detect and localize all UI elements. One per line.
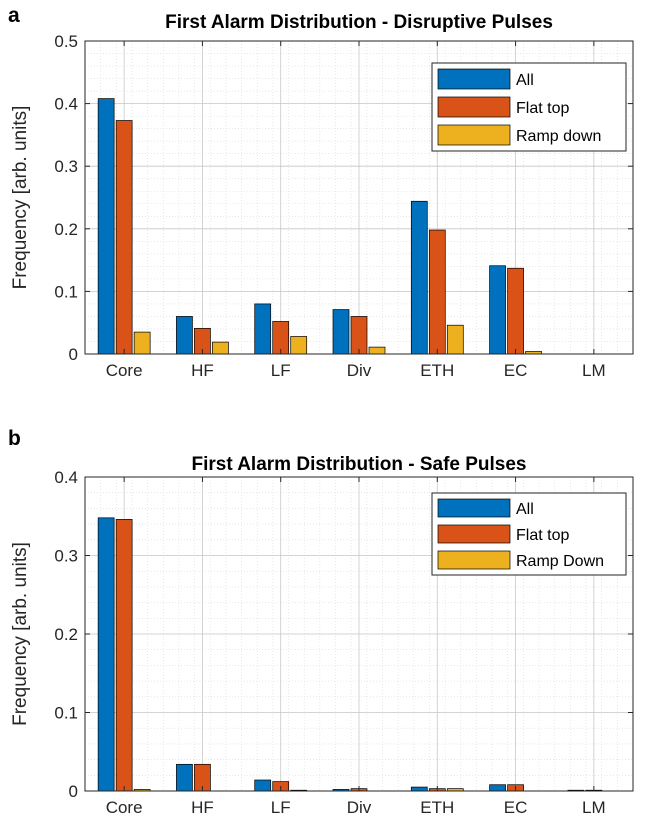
y-axis-label: Frequency [arb. units] (10, 542, 31, 726)
legend-swatch (437, 124, 511, 146)
bar-all-ec (489, 265, 506, 355)
chart-title: First Alarm Distribution - Disruptive Pu… (165, 12, 553, 33)
legend-swatch (437, 68, 511, 90)
legend-label: All (516, 72, 534, 89)
bar-all-hf (176, 316, 193, 355)
y-tick-label: 0.4 (54, 468, 78, 487)
bar-all-lf (254, 779, 272, 792)
x-tick-label-ec: EC (504, 798, 528, 817)
bar-ramp-down-eth (446, 324, 464, 355)
chart-panel-b: 0 0.1 0.2 0.3 0.4 Core HF LF Div ETH EC LM First Ala… (8, 427, 634, 817)
y-tick-label: 0.2 (54, 625, 78, 644)
bar-all-ec (489, 784, 506, 792)
bar-ramp-down-hf (212, 341, 229, 355)
bar-all-div (332, 309, 350, 355)
bar-flat-top-ec (507, 267, 524, 355)
bar-ramp-down-core (133, 331, 151, 355)
legend-swatch (437, 96, 511, 118)
legend-swatch (437, 524, 511, 544)
x-tick-label-lm: LM (582, 361, 606, 380)
bar-all-core (97, 98, 115, 355)
panel-label: b (8, 427, 21, 450)
y-tick-label: 0.2 (54, 220, 78, 239)
x-tick-label-ec: EC (504, 361, 528, 380)
x-tick-label-lm: LM (582, 798, 606, 817)
y-tick-label: 0 (69, 345, 78, 364)
bar-flat-top-eth (428, 229, 446, 355)
x-tick-label-lf: LF (271, 798, 291, 817)
legend-label: Ramp Down (516, 553, 604, 570)
x-tick-label-eth: ETH (420, 798, 454, 817)
chart-panel-a: 0 0.1 0.2 0.3 0.4 0.5 Core HF LF Div ETH EC LM First … (8, 4, 634, 380)
y-tick-label: 0 (69, 782, 78, 801)
bar-ramp-down-div (368, 346, 386, 355)
y-tick-label: 0.1 (54, 282, 78, 301)
x-tick-label-hf: HF (191, 361, 214, 380)
x-tick-label-hf: HF (191, 798, 214, 817)
x-tick-label-div: Div (347, 798, 372, 817)
legend-label: Flat top (516, 100, 569, 117)
chart-title: First Alarm Distribution - Safe Pulses (191, 454, 526, 475)
legend-label: All (516, 501, 534, 518)
panel-label: a (8, 4, 20, 27)
y-tick-label: 0.1 (54, 704, 78, 723)
bar-all-eth (410, 786, 428, 792)
legend-label: Flat top (516, 527, 569, 544)
x-tick-label-lf: LF (271, 361, 291, 380)
y-tick-label: 0.5 (54, 32, 78, 51)
x-tick-label-core: Core (106, 798, 143, 817)
bar-all-lf (254, 303, 272, 355)
y-axis-label: Frequency [arb. units] (10, 106, 31, 290)
y-tick-label: 0.3 (54, 157, 78, 176)
bar-flat-top-core (115, 519, 133, 792)
bar-flat-top-core (115, 120, 133, 355)
x-tick-label-eth: ETH (420, 361, 454, 380)
x-tick-label-core: Core (106, 361, 143, 380)
bar-all-hf (176, 763, 193, 792)
bar-all-eth (410, 200, 428, 355)
x-tick-label-div: Div (347, 361, 372, 380)
bar-all-core (97, 517, 115, 792)
y-tick-label: 0.3 (54, 547, 78, 566)
legend-label: Ramp down (516, 128, 601, 145)
legend-swatch (437, 498, 511, 518)
bar-ramp-down-lf (290, 336, 308, 355)
bar-flat-top-div (350, 316, 368, 355)
legend-swatch (437, 550, 511, 570)
y-tick-label: 0.4 (54, 95, 78, 114)
